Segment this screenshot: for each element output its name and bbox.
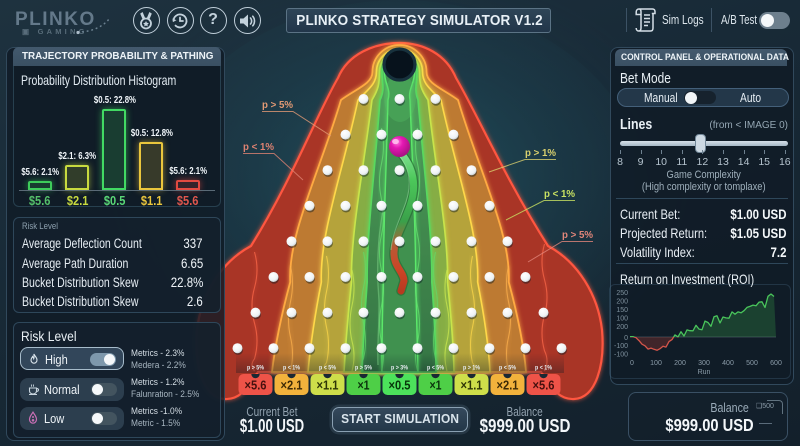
svg-text:200: 200	[616, 299, 628, 306]
svg-text:0: 0	[630, 360, 634, 367]
svg-text:×1: ×1	[358, 378, 370, 393]
svg-text:×1.1: ×1.1	[317, 378, 339, 393]
svg-text:×2.1: ×2.1	[281, 378, 303, 393]
svg-text:0: 0	[624, 335, 628, 342]
svg-text:300: 300	[698, 360, 710, 367]
svg-text:400: 400	[722, 360, 734, 367]
svg-text:150: 150	[616, 307, 628, 314]
svg-text:p > 1%: p > 1%	[463, 365, 480, 372]
svg-text:100: 100	[616, 316, 628, 323]
svg-text:p < 1%: p < 1%	[283, 365, 300, 372]
svg-text:-100: -100	[614, 343, 628, 350]
svg-text:×5.6: ×5.6	[245, 378, 267, 393]
svg-text:250: 250	[616, 290, 628, 297]
svg-text:p < 5%: p < 5%	[499, 365, 516, 372]
svg-text:500: 500	[746, 360, 758, 367]
svg-text:×2.1: ×2.1	[497, 378, 519, 393]
svg-text:p < 5%: p < 5%	[319, 365, 336, 372]
svg-text:p > 5%: p > 5%	[262, 99, 294, 111]
svg-text:200: 200	[674, 360, 686, 367]
svg-text:p > 5%: p > 5%	[355, 365, 372, 372]
svg-text:×1: ×1	[430, 378, 442, 393]
svg-text:Run: Run	[698, 369, 711, 376]
svg-text:600: 600	[770, 360, 782, 367]
svg-text:×1.1: ×1.1	[461, 378, 483, 393]
svg-text:-100: -100	[614, 352, 628, 359]
svg-text:p < 1%: p < 1%	[535, 365, 552, 372]
svg-text:p < 1%: p < 1%	[243, 141, 275, 153]
svg-text:100: 100	[650, 360, 662, 367]
svg-text:×0.5: ×0.5	[389, 378, 411, 393]
svg-text:200: 200	[616, 324, 628, 331]
svg-text:p > 5%: p > 5%	[562, 229, 594, 241]
svg-text:p > 3%: p > 3%	[391, 365, 408, 372]
svg-text:p < 1%: p < 1%	[544, 188, 576, 200]
svg-text:p > 1%: p > 1%	[525, 147, 557, 159]
svg-text:p > 5%: p > 5%	[247, 365, 264, 372]
svg-text:p < 5%: p < 5%	[427, 365, 444, 372]
svg-text:×5.6: ×5.6	[533, 378, 555, 393]
